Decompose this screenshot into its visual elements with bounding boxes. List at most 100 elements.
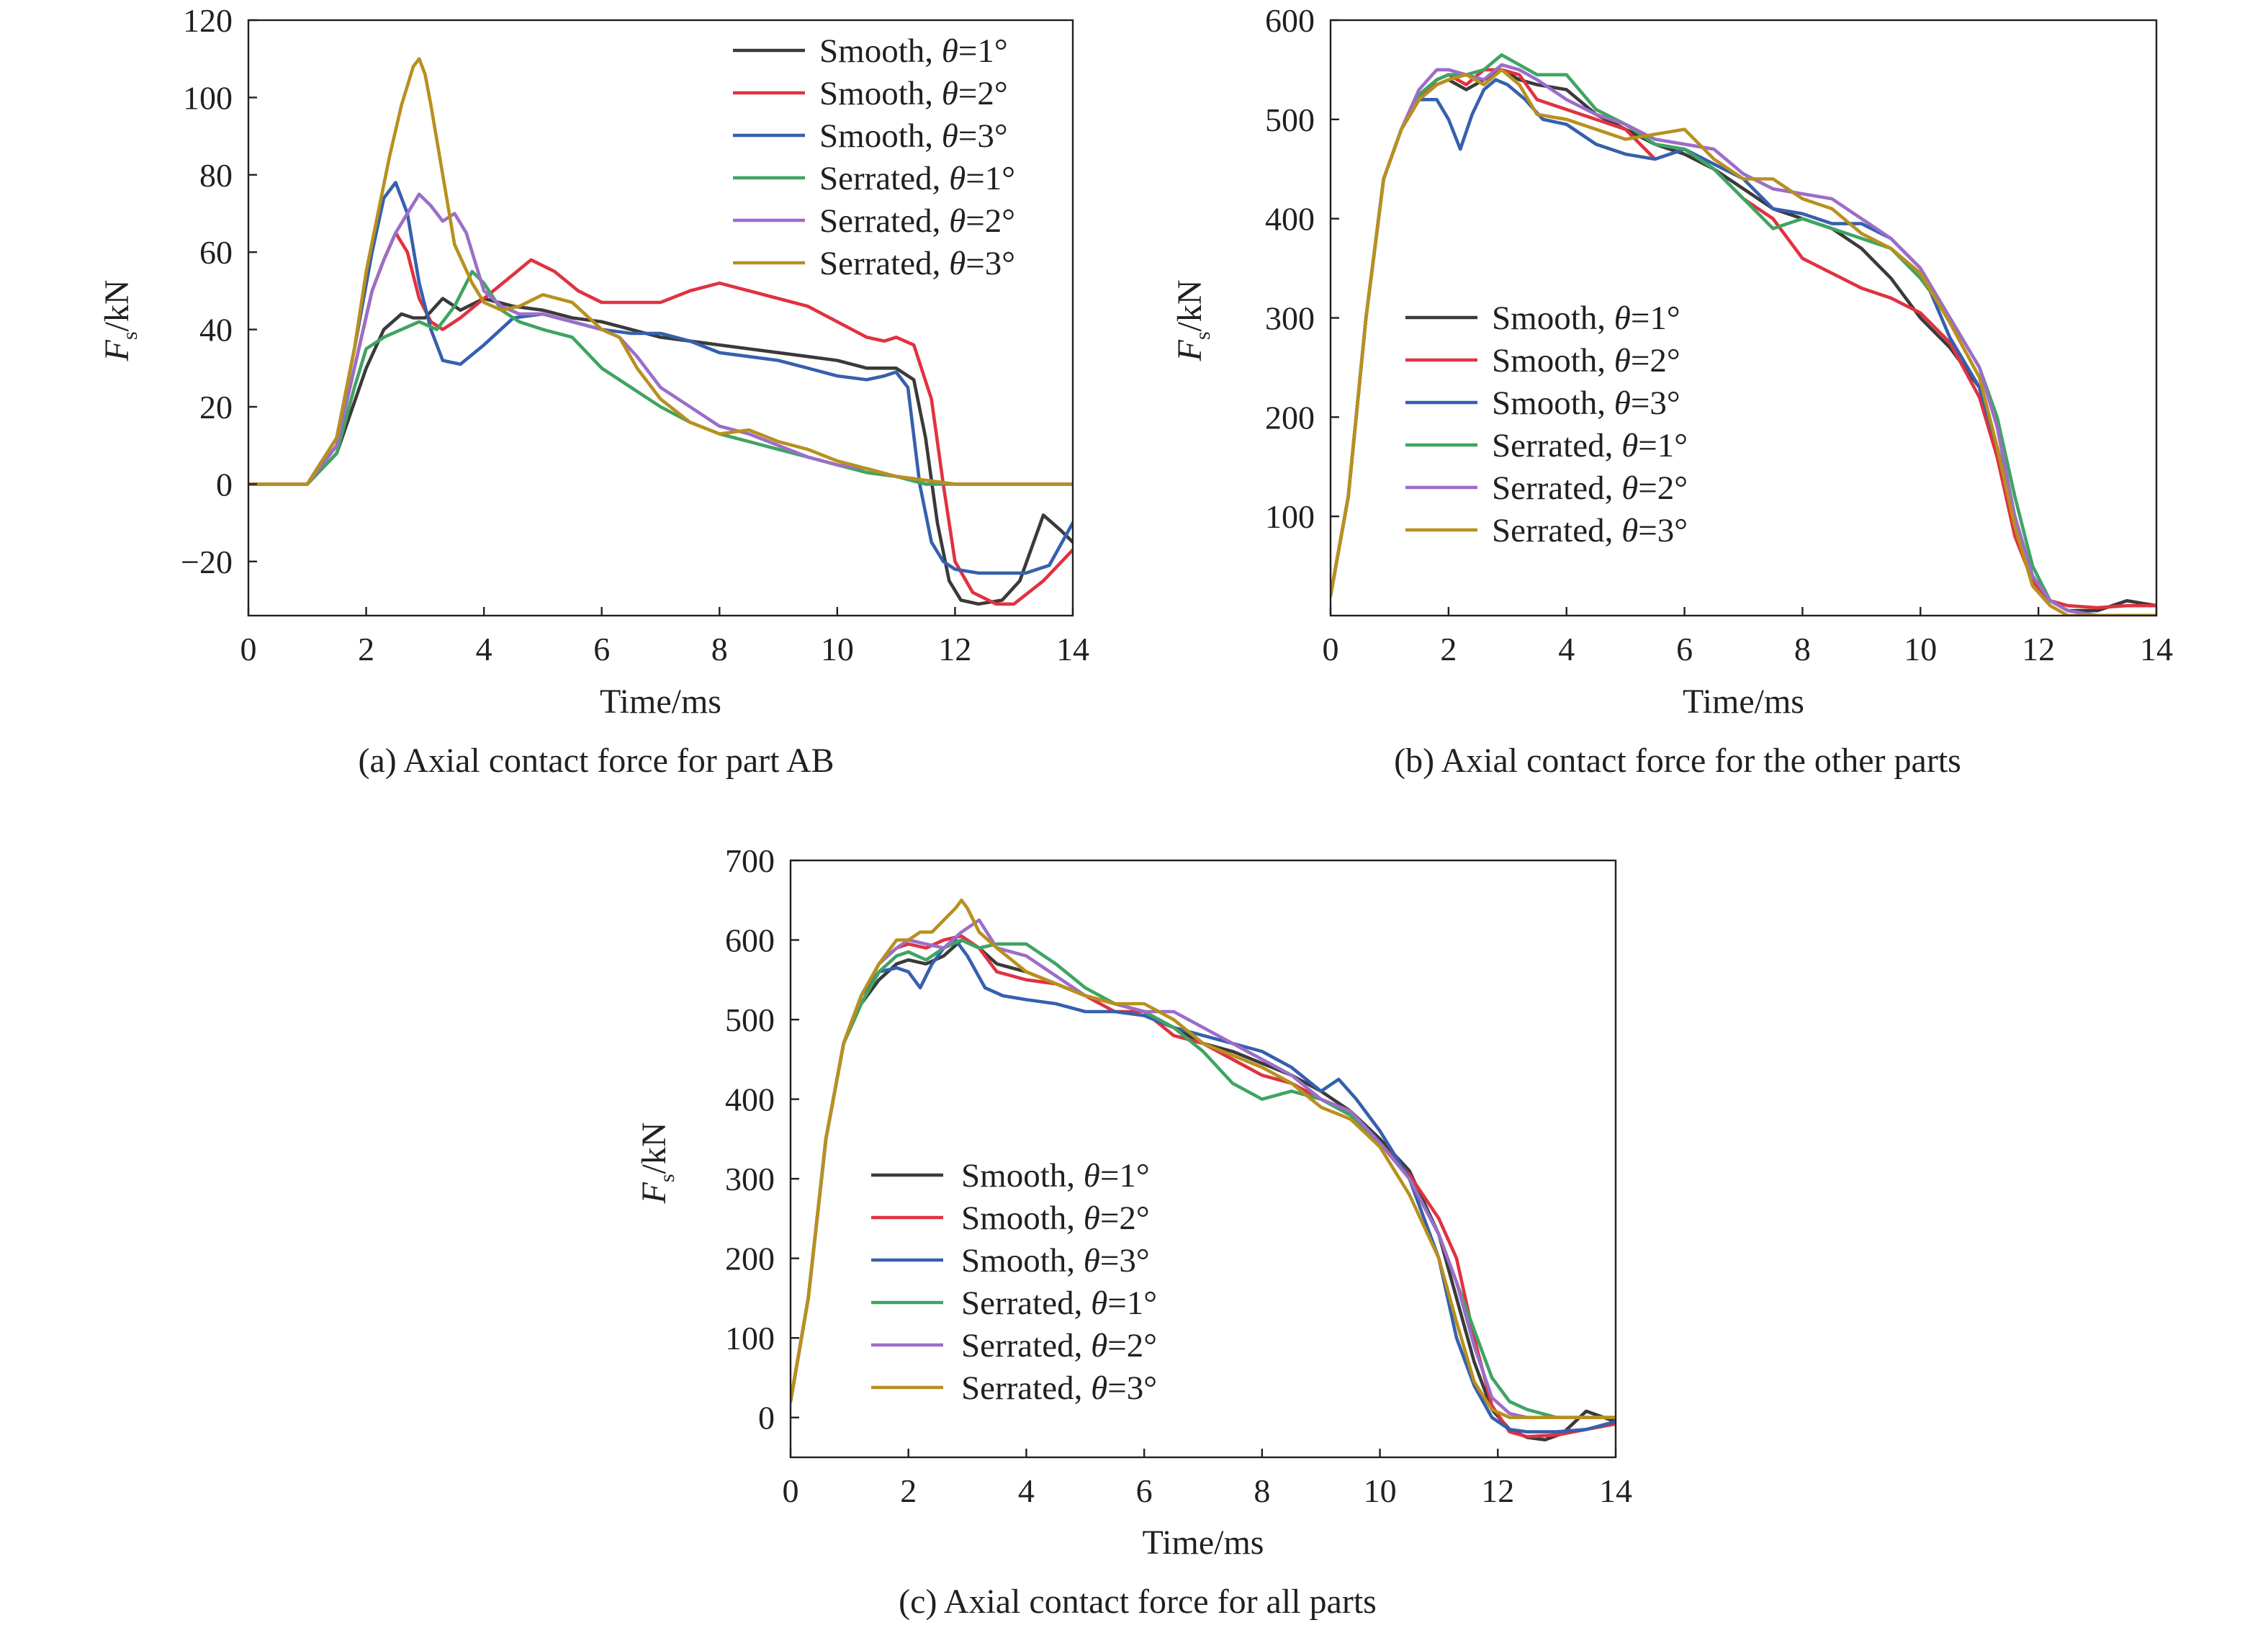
y-tick-label-a-6: 100: [183, 79, 233, 116]
y-axis-label-subscript-c: s: [655, 1174, 679, 1182]
x-tick-label-b-0: 0: [1323, 631, 1339, 667]
legend-label-b-4: Serrated, θ=2°: [1492, 469, 1688, 507]
y-tick-label-a-0: −20: [181, 544, 233, 580]
x-tick-label-a-3: 6: [593, 631, 610, 667]
series-line-c-5: [791, 899, 1616, 1419]
legend-label-b-5: Serrated, θ=3°: [1492, 512, 1688, 549]
legend-label-b-3: Serrated, θ=1°: [1492, 427, 1688, 464]
y-tick-label-b-4: 500: [1265, 102, 1315, 138]
y-tick-label-a-4: 60: [199, 234, 233, 271]
x-tick-label-a-2: 4: [476, 631, 492, 667]
caption-c: (c) Axial contact force for all parts: [899, 1583, 1377, 1621]
legend-label-b-1: Smooth, θ=2°: [1492, 342, 1680, 379]
chart-b: 0 2 4 6 8 10 12 14 100 200 300 400 500 600 Time/ms Fs/k…: [1171, 2, 2173, 780]
x-axis-label-c: Time/ms: [1143, 1524, 1264, 1562]
x-tick-label-a-0: 0: [240, 631, 257, 667]
x-tick-label-b-4: 8: [1794, 631, 1811, 667]
x-tick-label-c-4: 8: [1254, 1472, 1270, 1509]
x-tick-label-b-6: 12: [2022, 631, 2055, 667]
x-tick-label-c-5: 10: [1364, 1472, 1397, 1509]
legend-label-b-0: Smooth, θ=1°: [1492, 300, 1680, 337]
series-line-a-1: [248, 231, 1073, 606]
legend-label-c-2: Smooth, θ=3°: [961, 1242, 1150, 1279]
x-tick-label-b-5: 10: [1904, 631, 1937, 667]
y-axis-label-symbol-c: F: [635, 1182, 673, 1205]
series-line-b-3: [1331, 53, 2156, 616]
legend-label-c-3: Serrated, θ=1°: [961, 1285, 1157, 1322]
x-axis-label-a: Time/ms: [600, 683, 721, 721]
series-line-a-2: [248, 181, 1073, 575]
series-line-c-3: [791, 938, 1616, 1419]
plot-area-c: [791, 899, 1616, 1441]
y-tick-label-b-0: 100: [1265, 498, 1315, 535]
x-tick-label-c-6: 12: [1481, 1472, 1514, 1509]
series-line-a-5: [248, 57, 1073, 486]
x-axis-label-b: Time/ms: [1683, 683, 1804, 721]
x-tick-label-b-7: 14: [2140, 631, 2173, 667]
legend-label-c-4: Serrated, θ=2°: [961, 1327, 1157, 1364]
caption-a: (a) Axial contact force for part AB: [358, 742, 834, 780]
x-tick-label-b-2: 4: [1558, 631, 1575, 667]
legend-label-c-0: Smooth, θ=1°: [961, 1157, 1150, 1195]
y-axis-label-unit-c: /kN: [635, 1122, 673, 1174]
y-tick-label-b-2: 300: [1265, 300, 1315, 337]
series-line-b-5: [1331, 68, 2156, 616]
chart-c: 0 2 4 6 8 10 12 14 0 100 200 300 400 500 600 700 Time/ms…: [635, 842, 1632, 1621]
series-line-c-2: [791, 938, 1616, 1434]
legend-label-a-0: Smooth, θ=1°: [819, 32, 1008, 70]
y-tick-label-c-3: 300: [725, 1161, 775, 1197]
y-tick-label-c-4: 400: [725, 1081, 775, 1118]
y-axis-label-unit-a: /kN: [98, 279, 136, 331]
plot-area-a: [248, 57, 1073, 606]
y-axis-label-subscript-a: s: [118, 331, 142, 340]
y-axis-label-symbol-b: F: [1171, 340, 1209, 362]
x-tick-label-a-7: 14: [1056, 631, 1089, 667]
series-line-a-4: [248, 192, 1073, 486]
legend-label-a-2: Smooth, θ=3°: [819, 117, 1008, 155]
y-tick-label-c-6: 600: [725, 922, 775, 959]
plot-area-b: [1331, 53, 2156, 616]
legend-label-b-2: Smooth, θ=3°: [1492, 384, 1680, 422]
y-tick-label-b-5: 600: [1265, 2, 1315, 39]
legend-label-c-1: Smooth, θ=2°: [961, 1200, 1150, 1237]
x-tick-label-a-4: 8: [711, 631, 728, 667]
x-tick-label-b-3: 6: [1676, 631, 1693, 667]
y-tick-label-a-3: 40: [199, 312, 233, 348]
y-axis-label-symbol-a: F: [98, 340, 136, 362]
chart-a: 0 2 4 6 8 10 12 14 −20 0 20 40 60 80 100 120 Time/ms Fs/k…: [98, 2, 1089, 780]
plot-frame-a: [247, 19, 1074, 617]
x-tick-label-c-7: 14: [1599, 1472, 1632, 1509]
legend-a: Smooth, θ=1° Smooth, θ=2° Smooth, θ=3° Serr…: [733, 32, 1015, 282]
y-tick-label-c-7: 700: [725, 842, 775, 879]
y-axis-label-a: Fs/kN: [98, 279, 142, 361]
legend-label-a-1: Smooth, θ=2°: [819, 75, 1008, 112]
x-tick-label-a-6: 12: [938, 631, 971, 667]
y-tick-label-b-3: 400: [1265, 201, 1315, 238]
legend-c: Smooth, θ=1° Smooth, θ=2° Smooth, θ=3° Serr…: [871, 1157, 1157, 1407]
legend-label-c-5: Serrated, θ=3°: [961, 1369, 1157, 1407]
x-tick-label-c-3: 6: [1136, 1472, 1153, 1509]
y-tick-label-a-2: 20: [199, 389, 233, 426]
legend-label-a-5: Serrated, θ=3°: [819, 245, 1015, 282]
y-tick-label-a-7: 120: [183, 2, 233, 39]
plot-frame-c: [789, 859, 1617, 1459]
x-tick-label-c-1: 2: [900, 1472, 917, 1509]
y-axis-label-unit-b: /kN: [1171, 279, 1209, 331]
y-tick-label-a-5: 80: [199, 157, 233, 194]
series-line-a-3: [248, 269, 1073, 486]
x-tick-label-c-0: 0: [783, 1472, 799, 1509]
y-axis-label-subscript-b: s: [1191, 331, 1215, 340]
series-line-a-0: [248, 297, 1073, 606]
y-tick-label-a-1: 0: [216, 466, 233, 503]
legend-label-a-3: Serrated, θ=1°: [819, 160, 1015, 197]
y-tick-label-c-0: 0: [758, 1400, 775, 1436]
y-tick-label-b-1: 200: [1265, 399, 1315, 436]
x-tick-label-b-1: 2: [1440, 631, 1457, 667]
y-axis-label-b: Fs/kN: [1171, 279, 1215, 361]
x-tick-label-a-1: 2: [358, 631, 374, 667]
y-tick-label-c-2: 200: [725, 1241, 775, 1277]
y-tick-label-c-1: 100: [725, 1320, 775, 1357]
x-tick-label-c-2: 4: [1018, 1472, 1035, 1509]
legend-label-a-4: Serrated, θ=2°: [819, 202, 1015, 240]
